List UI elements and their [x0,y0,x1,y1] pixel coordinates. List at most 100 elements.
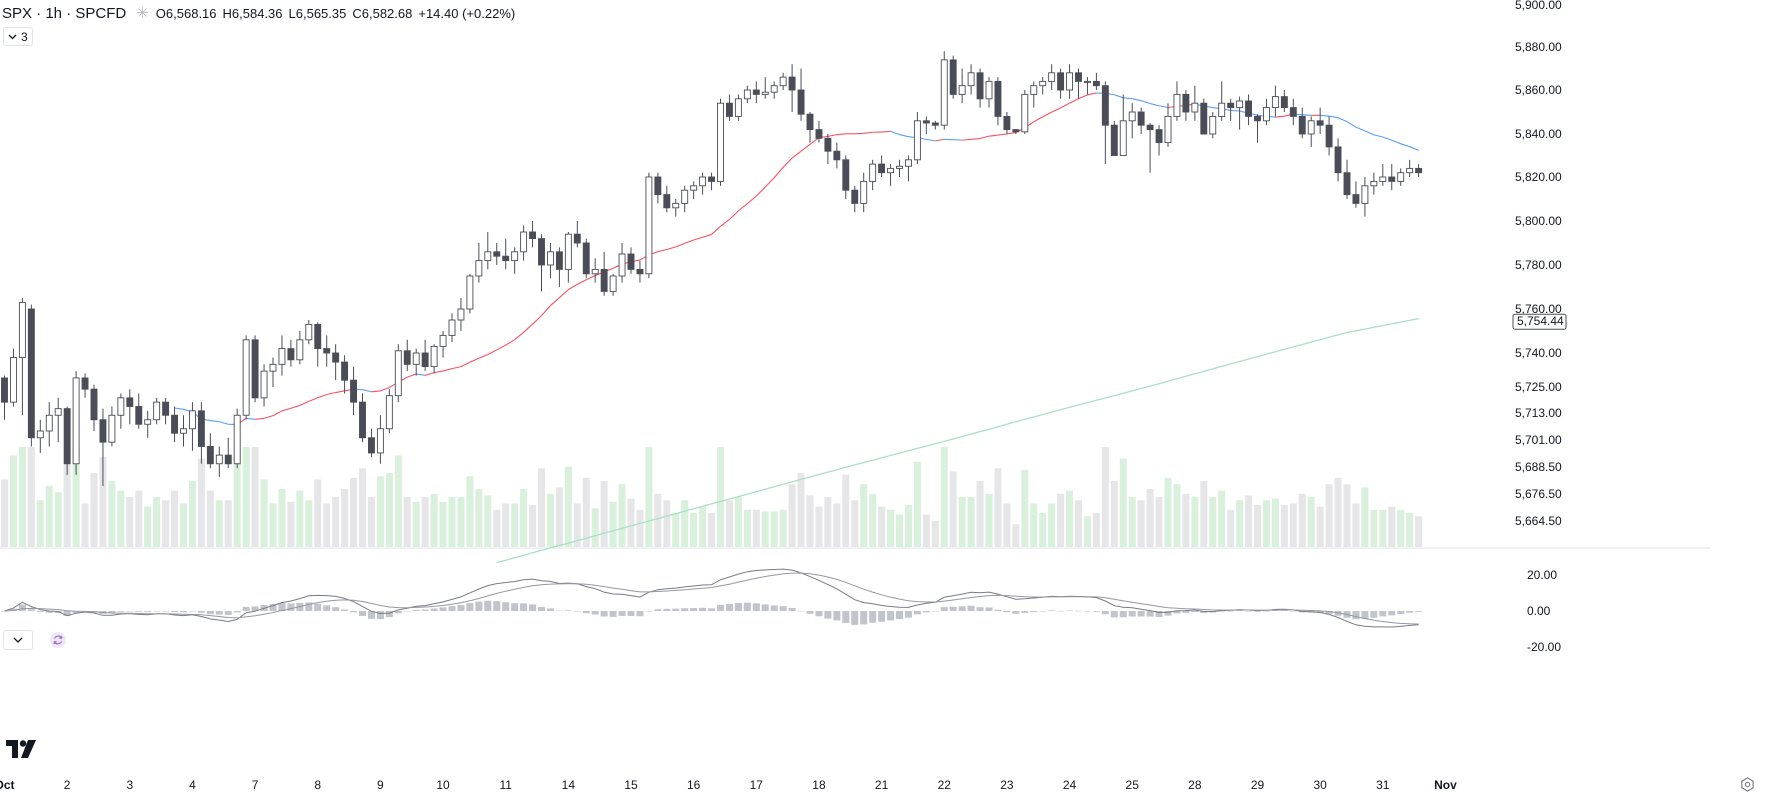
ma-short-segment [1087,93,1096,95]
price-tick-label: 5,725.00 [1515,380,1562,394]
volume-bar [1182,494,1189,547]
histogram-bar [1084,611,1091,612]
histogram-bar [1182,611,1189,613]
histogram-bar [994,610,1001,611]
ma-short-segment [488,350,497,355]
ma-short-segment [828,135,837,137]
candle-body [1022,94,1028,131]
candle [1308,116,1314,146]
volume-bar [135,491,142,547]
candle-body [646,177,652,274]
candle-body [521,232,527,252]
candle [870,160,876,190]
candle-body [136,407,142,425]
candle [1201,99,1207,134]
ma-short-segment [765,178,774,187]
indicator-toggle-button[interactable]: 3 [3,27,33,46]
histogram-bar [824,611,831,619]
symbol-title[interactable]: SPX · 1h · SPCFD [0,5,126,22]
candle-body [1004,116,1010,129]
histogram-bar [950,607,957,611]
histogram-bar [1048,610,1055,611]
volume-bar [252,447,259,547]
candle [1076,69,1082,99]
candle-body [1255,116,1261,120]
volume-bar [726,500,733,547]
candle [1058,69,1064,99]
candle-body [628,254,634,269]
candle-body [852,190,858,203]
candle [1371,173,1377,195]
histogram-bar [1352,611,1359,619]
histogram-bar [690,608,697,611]
histogram-bar [1021,611,1028,613]
volume-bar [108,481,115,547]
volume-bar [395,455,402,547]
volume-bar [1388,507,1395,547]
ma-short-segment [926,139,935,141]
candle-body [476,261,482,276]
histogram-bar [1406,611,1413,613]
histogram-bar [341,610,348,611]
price-tick-label: 5,664.50 [1515,514,1562,528]
candle-body [1174,94,1180,116]
histogram-bar [654,609,661,611]
low-value: L6,565.35 [289,6,347,21]
candle [243,335,249,419]
asterisk-icon[interactable]: ✳ [136,4,149,22]
candle [664,186,670,212]
price-axis: 5,900.005,880.005,860.005,840.005,820.00… [1515,0,1562,528]
ma-short-segment [1114,95,1123,98]
candle-body [780,77,786,86]
candle [28,305,34,447]
candle [655,173,661,204]
volume-bar [171,491,178,547]
sync-icon[interactable] [50,632,66,648]
histogram-bar [708,608,715,611]
histogram-bar [350,611,357,612]
candle-body [941,60,947,125]
candle [995,77,1001,125]
candle-body [127,398,133,407]
candle-body [163,402,169,415]
histogram-bar [914,611,921,614]
histogram-bar [842,611,849,623]
ma-short-segment [452,367,461,369]
histogram-bar [628,611,635,616]
volume-bar [994,468,1001,547]
candle-body [1228,103,1234,107]
ma-short-segment [318,394,327,397]
candle [637,261,643,283]
ma-short-segment [470,358,479,362]
candle [753,81,759,103]
volume-bar [261,479,268,547]
volume-bar [1138,500,1145,547]
candle-body [368,438,374,453]
volume-bar [55,492,62,547]
histogram-bar [520,603,527,611]
candle-body [664,195,670,208]
candle [1317,108,1323,134]
candle-body [1192,103,1198,112]
candle [458,298,464,331]
ma-short-segment [1275,116,1284,117]
settings-icon[interactable] [1740,777,1755,797]
price-tick-label: 5,840.00 [1515,127,1562,141]
candle [1147,123,1153,173]
histogram-bar [636,611,643,616]
candle [1165,103,1171,147]
volume-bar [1057,494,1064,547]
ma-short-segment [1374,135,1383,137]
macd-tick-label: -20.00 [1527,640,1561,654]
volume-bar [628,499,635,547]
histogram-bar [511,603,518,611]
histogram-bar [1370,611,1377,618]
ma-short-segment [729,211,738,220]
macd-pane-toggle-button[interactable] [3,630,33,650]
tradingview-logo-icon[interactable] [6,740,38,763]
histogram-bar [878,611,885,622]
candle [1299,108,1305,139]
time-tick-label: Oct [0,778,15,792]
volume-bar [332,497,339,547]
